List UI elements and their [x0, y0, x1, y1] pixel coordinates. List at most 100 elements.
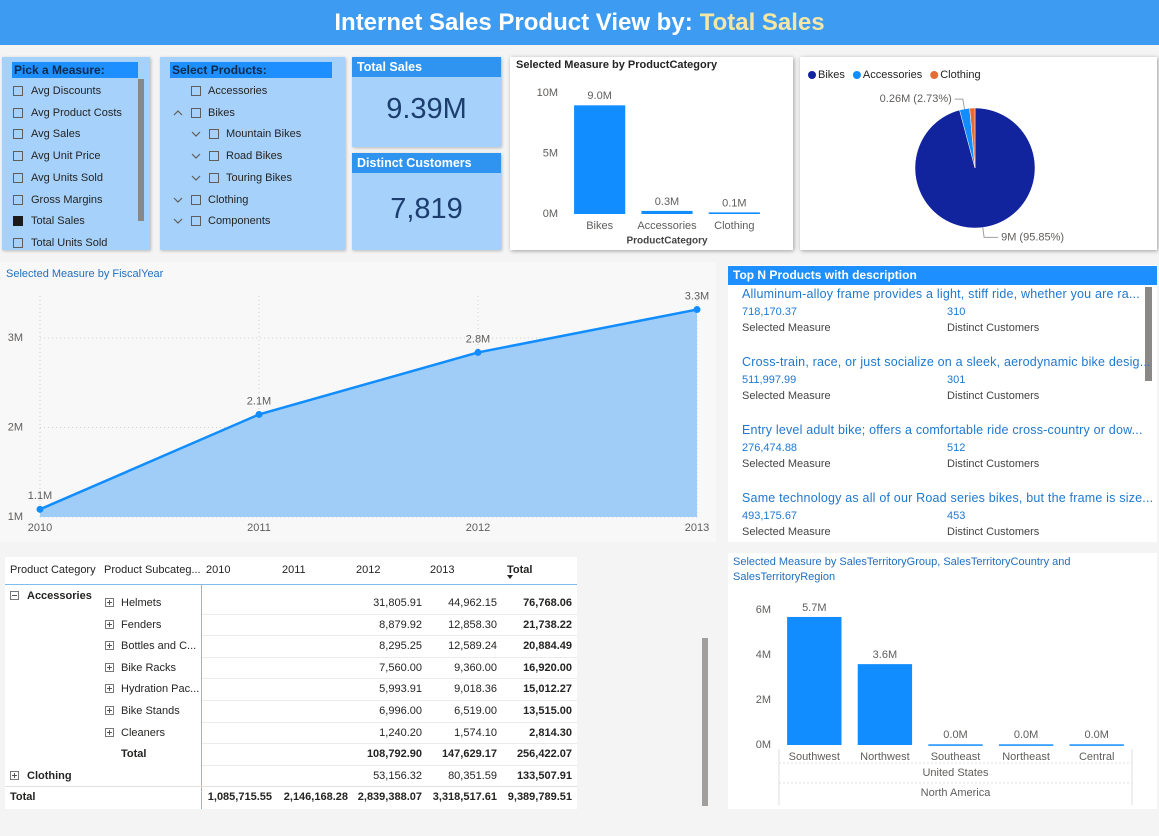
- slicer-item[interactable]: Bikes: [160, 106, 345, 122]
- leader-line: [954, 98, 966, 110]
- slicer-item[interactable]: Components: [160, 214, 345, 230]
- chevron[interactable]: [173, 108, 183, 118]
- slicer-item[interactable]: Touring Bikes: [160, 171, 345, 187]
- column-header: 2010: [206, 564, 231, 576]
- checkbox[interactable]: [13, 172, 23, 183]
- checkbox[interactable]: [191, 107, 201, 118]
- item-label: Bikes: [208, 106, 235, 119]
- checkbox[interactable]: [13, 129, 23, 140]
- scrollbar[interactable]: [702, 638, 708, 806]
- y-tick-label: 3M: [8, 332, 23, 344]
- item-label: Total Sales: [31, 215, 85, 228]
- checkbox[interactable]: [13, 216, 23, 227]
- matrix-cell: 16,920.00: [523, 661, 572, 674]
- row-divider: [202, 700, 577, 701]
- checkbox[interactable]: [13, 237, 23, 248]
- slicer-item[interactable]: Accessories: [160, 84, 345, 100]
- expand-icon[interactable]: [105, 727, 114, 737]
- item-label: Road Bikes: [226, 150, 283, 163]
- expand-icon[interactable]: [10, 591, 19, 600]
- matrix-cell: 80,351.59: [448, 769, 497, 782]
- column-header: Product Category: [10, 564, 96, 576]
- chart-title: Selected Measure by ProductCategory: [516, 59, 718, 71]
- matrix: Product Category Product Subcateg... 2010 2…: [5, 557, 577, 809]
- measure-label: Selected Measure: [742, 322, 831, 334]
- matrix-cell: 2,839,388.07: [357, 791, 422, 804]
- matrix-cell: 31,805.91: [373, 597, 422, 609]
- card-value: 9.39M: [386, 93, 467, 125]
- y-tick-label: 0M: [543, 208, 558, 220]
- slicer-title: Pick a Measure:: [12, 62, 138, 78]
- matrix-cell: Bike Racks: [121, 661, 177, 674]
- slicer-item[interactable]: Avg Discounts: [12, 84, 137, 100]
- matrix-cell: 9,389,789.51: [507, 791, 572, 804]
- item-label: Total Units Sold: [31, 236, 108, 249]
- slicer-item[interactable]: Avg Sales: [12, 127, 137, 143]
- slicer-item[interactable]: Total Units Sold: [12, 236, 137, 250]
- data-label: 2.1M: [247, 395, 271, 407]
- slicer-item[interactable]: Avg Unit Price: [12, 149, 137, 165]
- x-tick-label: Accessories: [637, 220, 697, 232]
- item-label: Gross Margins: [31, 193, 103, 206]
- y-tick-label: 10M: [537, 87, 558, 99]
- checkbox[interactable]: [209, 172, 219, 183]
- scrollbar[interactable]: [138, 79, 144, 221]
- slicer-item[interactable]: Avg Units Sold: [12, 171, 137, 187]
- expand-icon[interactable]: [105, 619, 114, 629]
- checkbox[interactable]: [13, 151, 23, 162]
- slicer-item[interactable]: Clothing: [160, 193, 345, 209]
- checkbox[interactable]: [191, 86, 201, 96]
- chevron[interactable]: [191, 173, 201, 183]
- x-tick-label: 2011: [247, 522, 271, 534]
- chevron[interactable]: [191, 151, 201, 161]
- chevron[interactable]: [191, 129, 201, 139]
- list-title: Top N Products with description: [728, 266, 1157, 285]
- top-products: Top N Products with description Alluminu…: [728, 265, 1157, 542]
- leader-line: [982, 227, 999, 238]
- expand-icon[interactable]: [105, 641, 114, 651]
- scrollbar[interactable]: [1145, 287, 1152, 381]
- checkbox[interactable]: [13, 107, 23, 118]
- item-label: Mountain Bikes: [226, 128, 302, 141]
- matrix-cell: 5,993.91: [379, 683, 422, 696]
- data-label: 0.0M: [943, 729, 967, 741]
- slicer-item[interactable]: Road Bikes: [160, 149, 345, 165]
- item-label: Accessories: [208, 85, 268, 97]
- checkbox[interactable]: [191, 194, 201, 205]
- expand-icon[interactable]: [10, 770, 19, 780]
- measure-label: Selected Measure: [742, 526, 831, 538]
- slicer-item[interactable]: Avg Product Costs: [12, 106, 137, 122]
- matrix-cell: 12,589.24: [448, 640, 497, 653]
- header-divider: [5, 584, 577, 585]
- checkbox[interactable]: [191, 216, 201, 227]
- slicer-item[interactable]: Gross Margins: [12, 193, 137, 209]
- checkbox[interactable]: [209, 129, 219, 140]
- matrix-cell: 8,295.25: [379, 640, 422, 653]
- matrix-cell: Fenders: [121, 618, 162, 631]
- expand-icon[interactable]: [105, 684, 114, 694]
- expand-icon[interactable]: [105, 662, 114, 672]
- matrix-cell: 147,629.17: [441, 748, 497, 761]
- matrix-cell: 1,574.10: [454, 726, 497, 739]
- bar: [928, 744, 983, 746]
- matrix-cell: 12,858.30: [448, 618, 497, 631]
- checkbox[interactable]: [13, 86, 23, 96]
- checkbox[interactable]: [13, 194, 23, 205]
- matrix-cell: Bike Stands: [121, 705, 180, 717]
- slicer-item[interactable]: Mountain Bikes: [160, 127, 345, 143]
- matrix-cell: 44,962.15: [448, 597, 497, 609]
- checkbox[interactable]: [209, 151, 219, 162]
- matrix-cell: Total: [121, 748, 147, 761]
- expand-icon[interactable]: [105, 706, 114, 715]
- slicer-item[interactable]: Total Sales: [12, 214, 137, 230]
- chevron[interactable]: [173, 195, 183, 205]
- chevron[interactable]: [173, 216, 183, 226]
- point: [255, 410, 263, 418]
- expand-icon[interactable]: [105, 598, 114, 607]
- measure-slicer: Pick a Measure: Avg Discounts Avg Product…: [2, 57, 150, 250]
- column-header: Total: [507, 564, 533, 576]
- measure-value: 493,175.67: [742, 510, 798, 522]
- product-description: Cross-train, race, or just socialize on …: [742, 355, 1151, 369]
